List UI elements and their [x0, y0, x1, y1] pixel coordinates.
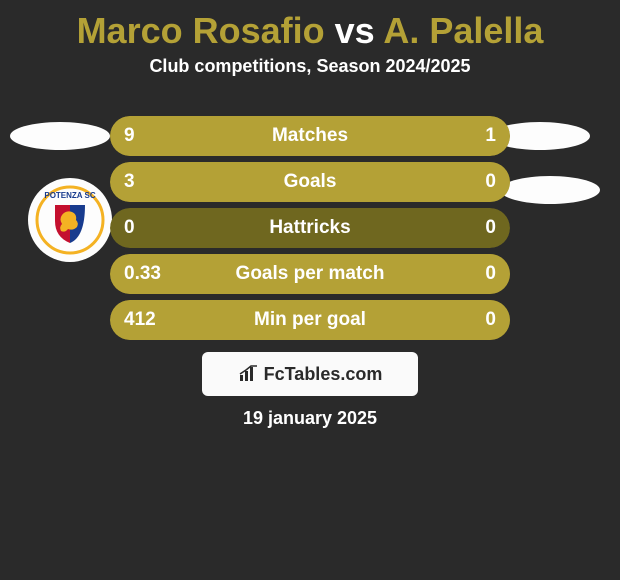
stat-label: Goals per match [110, 254, 510, 294]
brand-logo: FcTables.com [238, 364, 383, 385]
bar-chart-icon [238, 365, 260, 383]
stat-row: 30Goals [110, 162, 510, 202]
brand-card: FcTables.com [202, 352, 418, 396]
comparison-bars: 91Matches 30Goals 00Hattricks 0.330Goals pe… [110, 116, 510, 346]
footer-date: 19 january 2025 [0, 408, 620, 429]
svg-text:POTENZA SC: POTENZA SC [44, 191, 95, 200]
club-crest-svg: POTENZA SC [35, 185, 105, 255]
title-player2: A. Palella [383, 10, 543, 51]
player1-badge-placeholder [10, 122, 110, 150]
page-title: Marco Rosafio vs A. Palella [0, 10, 620, 52]
stat-row: 00Hattricks [110, 208, 510, 248]
club-crest: POTENZA SC [28, 178, 112, 262]
stat-label: Min per goal [110, 300, 510, 340]
stat-row: 0.330Goals per match [110, 254, 510, 294]
stat-row: 91Matches [110, 116, 510, 156]
subtitle: Club competitions, Season 2024/2025 [0, 56, 620, 77]
player2-badge-placeholder-mid [500, 176, 600, 204]
brand-text: FcTables.com [264, 364, 383, 385]
stat-label: Goals [110, 162, 510, 202]
title-player1: Marco Rosafio [77, 10, 325, 51]
stat-label: Hattricks [110, 208, 510, 248]
title-vs: vs [335, 10, 375, 51]
stat-row: 4120Min per goal [110, 300, 510, 340]
stat-label: Matches [110, 116, 510, 156]
